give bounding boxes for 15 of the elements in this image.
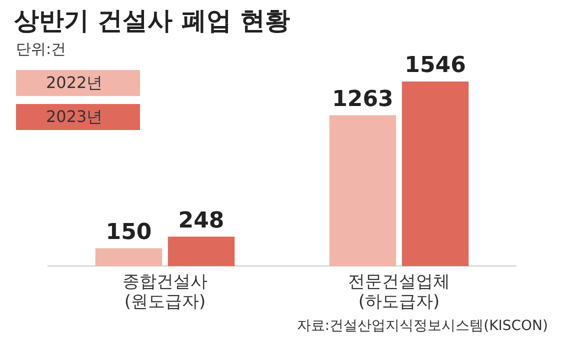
chart-title: 상반기 건설사 폐업 현황 bbox=[14, 5, 290, 37]
data-label: 1546 bbox=[404, 53, 466, 78]
bar bbox=[168, 236, 235, 266]
data-label: 150 bbox=[106, 220, 152, 245]
chart-subtitle: 단위:건 bbox=[16, 40, 66, 59]
text: 2023년 bbox=[16, 104, 140, 130]
bar bbox=[402, 81, 469, 266]
text: 2022년 bbox=[16, 70, 140, 96]
bar bbox=[95, 248, 162, 266]
data-label: 248 bbox=[178, 208, 224, 234]
data-label: 1263 bbox=[332, 86, 394, 112]
bar bbox=[329, 115, 396, 266]
x-tick-label: 전문건설업체 (하도급자) bbox=[348, 272, 450, 312]
text: 자료:건설산업지식정보시스템(KISCON) bbox=[296, 317, 548, 335]
x-tick-label: 종합건설사 (원도급자) bbox=[122, 272, 208, 312]
